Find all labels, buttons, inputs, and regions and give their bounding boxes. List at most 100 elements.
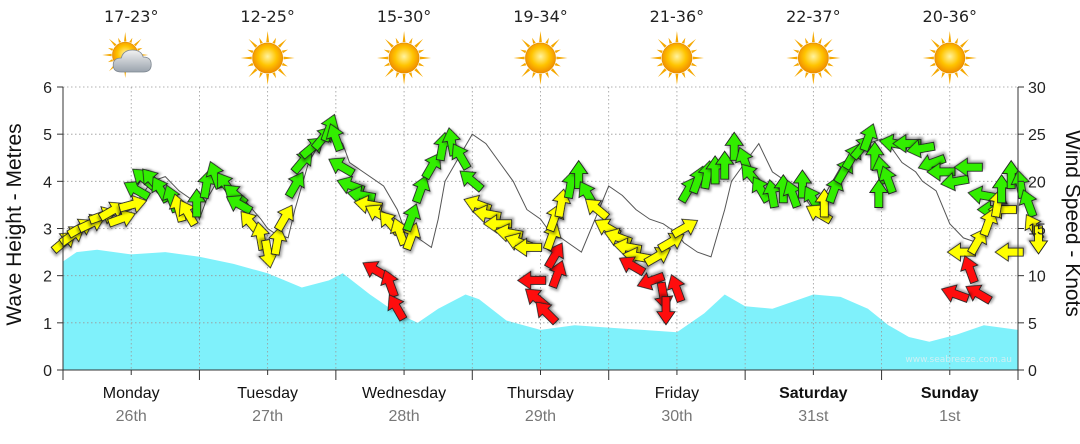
sun-ray — [554, 49, 561, 54]
sun-ray — [384, 38, 394, 48]
sun-ray — [954, 72, 959, 79]
sun-ray — [804, 37, 809, 44]
sun-ray — [545, 72, 549, 79]
sun-ray — [963, 62, 971, 67]
wind-arrow — [535, 301, 560, 326]
sun-ray — [395, 72, 400, 79]
sun-ray — [124, 32, 127, 42]
sun-ray — [384, 68, 394, 78]
sun-ray — [137, 47, 143, 51]
sun-ray — [550, 68, 560, 78]
wind-arrow — [714, 150, 735, 180]
sun-ray — [408, 72, 413, 79]
sun-ray — [794, 38, 804, 48]
daily-weather-header: 17-23° 12-25° 15-30° 19-34° 21-36° 22-37° 20-3… — [102, 7, 977, 85]
sun-icon — [922, 31, 977, 85]
day-temperature: 12-25° — [240, 7, 295, 26]
left-axis-tick-label: 6 — [43, 80, 52, 97]
right-axis-tick-label: 5 — [1028, 316, 1037, 333]
wind-arrow — [273, 204, 294, 233]
day-name: Tuesday — [237, 385, 298, 402]
right-axis-tick-label: 0 — [1028, 363, 1037, 380]
wind-arrow — [584, 198, 611, 222]
wind-arrows-series — [50, 113, 1049, 326]
sun-ray — [418, 49, 425, 54]
sun-ray — [266, 73, 270, 85]
day-date: 29th — [525, 408, 556, 425]
day-date: 26th — [116, 408, 147, 425]
left-axis-tick-label: 1 — [43, 316, 52, 333]
sun-ray — [408, 37, 413, 44]
day-date: 28th — [389, 408, 420, 425]
wind-arrow — [960, 255, 979, 285]
wind-arrow — [411, 175, 431, 205]
wind-arrow — [905, 139, 936, 159]
sun-ray — [649, 56, 662, 60]
wind-arrow — [666, 274, 686, 304]
sun-ray — [948, 31, 952, 43]
sun-ray — [545, 37, 549, 44]
sun-ray — [118, 37, 122, 43]
sun-ray — [687, 68, 697, 78]
wind-arrow — [926, 162, 956, 182]
sun-ray — [675, 31, 679, 43]
sun-ray — [794, 68, 804, 78]
sun-ray — [532, 37, 536, 44]
sun-ray — [248, 38, 258, 48]
wind-arrow — [670, 218, 699, 239]
sun-ray — [272, 72, 277, 79]
sun-ray — [930, 68, 940, 78]
wind-arrow — [751, 176, 772, 204]
day-name: Wednesday — [362, 385, 446, 402]
wind-arrow — [325, 123, 345, 153]
sun-ray — [793, 49, 800, 54]
wind-arrow — [868, 178, 889, 208]
sun-ray — [521, 68, 531, 78]
sun-ray — [383, 49, 390, 54]
sun-ray — [922, 56, 934, 60]
right-axis-tick-label: 25 — [1028, 127, 1046, 144]
sun-ray — [929, 49, 936, 54]
sun-ray — [818, 37, 822, 44]
sun-disc — [525, 42, 556, 74]
sun-ray — [259, 72, 263, 79]
right-axis-tick-label: 15 — [1028, 222, 1046, 239]
sun-ray — [793, 62, 800, 67]
wind-arrow — [965, 284, 993, 305]
wind-arrow — [387, 294, 408, 322]
sun-ray — [823, 68, 833, 78]
day-name: Friday — [655, 385, 699, 402]
wind-arrow — [792, 169, 813, 199]
sun-ray — [656, 49, 663, 54]
wind-arrow — [284, 171, 305, 200]
sun-ray — [281, 49, 288, 54]
sun-ray — [829, 56, 841, 60]
partly-cloudy-icon — [102, 32, 152, 78]
left-axis-tick-label: 4 — [43, 174, 52, 191]
sun-ray — [827, 49, 834, 54]
sun-ray — [247, 49, 254, 54]
sun-ray — [383, 62, 390, 67]
wind-arrow — [568, 159, 589, 190]
wind-arrow — [859, 123, 879, 153]
sun-disc — [388, 42, 420, 74]
cloud-shape — [112, 49, 152, 73]
day-name: Sunday — [921, 385, 979, 402]
sun-ray — [960, 38, 969, 48]
wind-arrow — [636, 271, 666, 291]
axes: 0 1 2 3 4 5 6 0 5 10 15 20 25 30 Wave Height - Metres W… — [3, 80, 1080, 380]
left-axis-title: Wave Height - Metres — [3, 123, 26, 325]
sun-disc — [661, 42, 693, 74]
wind-arrow — [512, 237, 543, 258]
sun-ray — [687, 38, 697, 48]
sun-ray — [818, 72, 822, 79]
wind-arrow — [967, 228, 987, 256]
sun-ray — [960, 68, 969, 78]
sun-ray — [657, 38, 667, 48]
sun-ray — [418, 62, 425, 67]
right-axis-tick-label: 30 — [1028, 80, 1046, 97]
sun-ray — [954, 37, 959, 44]
sun-ray — [657, 68, 667, 78]
sun-ray — [539, 73, 542, 85]
